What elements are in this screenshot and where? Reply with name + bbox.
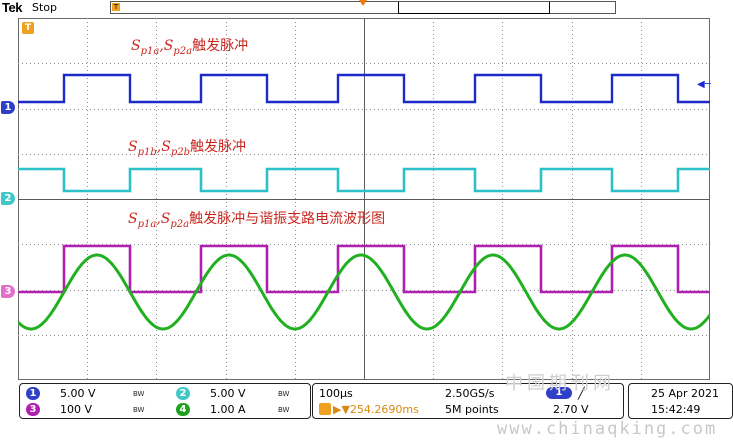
ch3-badge[interactable]: 3 xyxy=(26,403,40,416)
trigger-slope-icon: ╱ xyxy=(578,387,585,400)
time: 15:42:49 xyxy=(651,403,701,416)
ch3-bw-limit: BW xyxy=(133,406,145,414)
date: 25 Apr 2021 xyxy=(651,387,720,400)
trigger-level[interactable]: 2.70 V xyxy=(553,403,589,416)
annot1-main: S xyxy=(131,38,141,54)
annot3-sub-b: p2a xyxy=(170,218,190,230)
trigger-delay-icon xyxy=(319,403,331,415)
watermark-cn: 中国期刊网 xyxy=(505,373,615,394)
readout-area: 1 5.00 V BW 2 5.00 V BW 3 100 V BW 4 1.0… xyxy=(0,383,733,440)
annotation-pulse-b: Sp1b,Sp2b触发脉冲 xyxy=(128,136,246,158)
trigger-level-arrow-icon[interactable]: ◀─ xyxy=(697,79,711,90)
annot2-sep: ,S xyxy=(156,139,171,155)
channel-readout-panel[interactable]: 1 5.00 V BW 2 5.00 V BW 3 100 V BW 4 1.0… xyxy=(19,383,311,419)
annot3-text: 触发脉冲与谐振支路电流波形图 xyxy=(189,211,386,227)
expansion-point-icon xyxy=(359,0,367,6)
ch4-badge[interactable]: 4 xyxy=(176,403,190,416)
brand-logo: Tek xyxy=(2,0,22,15)
ch4-bw-limit: BW xyxy=(278,406,290,414)
ch1-ground-marker[interactable]: 1 xyxy=(1,101,15,114)
annot2-sub-a: p1b xyxy=(137,146,157,158)
trigger-time-marker[interactable]: T xyxy=(22,22,34,34)
annot3-sub-a: p1a xyxy=(137,218,157,230)
ch2-waveform xyxy=(18,167,710,193)
ch3-scale[interactable]: 100 V xyxy=(60,403,93,416)
annot1-text: 触发脉冲 xyxy=(192,38,249,54)
record-length[interactable]: 5M points xyxy=(445,403,499,416)
ch1-waveform xyxy=(18,73,710,104)
time-per-div[interactable]: 100μs xyxy=(319,387,353,400)
annotation-pulse-current: Sp1a,Sp2a触发脉冲与谐振支路电流波形图 xyxy=(128,208,385,230)
annot1-sub-b: p2a xyxy=(173,45,193,57)
ch2-bw-limit: BW xyxy=(278,390,290,398)
graticule xyxy=(18,18,710,380)
ch2-scale[interactable]: 5.00 V xyxy=(210,387,246,400)
annot3-sep: ,S xyxy=(156,211,171,227)
horizontal-trigger-panel[interactable]: 100μs 2.50GS/s 1 ╱ ▶▼254.2690ms 5M point… xyxy=(312,383,624,419)
ch1-badge[interactable]: 1 xyxy=(26,387,40,400)
ch3-ground-marker[interactable]: 3 xyxy=(1,285,15,298)
ch4-waveform xyxy=(18,253,710,331)
waveform-display xyxy=(18,18,710,380)
date-time-panel: 25 Apr 2021 15:42:49 xyxy=(628,383,733,419)
status-bar: Tek Stop T xyxy=(0,0,733,18)
annotation-pulse-a: Sp1a,Sp2a触发脉冲 xyxy=(131,35,248,57)
watermark-url: www.chinaqking.com xyxy=(497,419,718,439)
annot2-main: S xyxy=(128,139,138,155)
ch2-ground-marker[interactable]: 2 xyxy=(1,192,15,205)
trigger-position-icon: T xyxy=(112,3,120,11)
trigger-source-badge[interactable]: 1 xyxy=(546,387,572,399)
annot1-sub-a: p1a xyxy=(140,45,160,57)
record-view-window xyxy=(398,2,550,14)
annot1-sep: ,S xyxy=(159,38,174,54)
annot3-main: S xyxy=(128,211,138,227)
annot2-text: 触发脉冲 xyxy=(189,139,246,155)
annot2-sub-b: p2b xyxy=(170,146,190,158)
ch3-waveform xyxy=(18,244,710,294)
ch1-scale[interactable]: 5.00 V xyxy=(60,387,96,400)
sample-rate: 2.50GS/s xyxy=(445,387,495,400)
acquisition-state: Stop xyxy=(32,1,58,14)
trigger-delay[interactable]: ▶▼254.2690ms xyxy=(333,403,419,416)
ch2-badge[interactable]: 2 xyxy=(176,387,190,400)
ch4-scale[interactable]: 1.00 A xyxy=(210,403,246,416)
ch1-bw-limit: BW xyxy=(133,390,145,398)
trigger-source: 1 xyxy=(555,387,563,398)
